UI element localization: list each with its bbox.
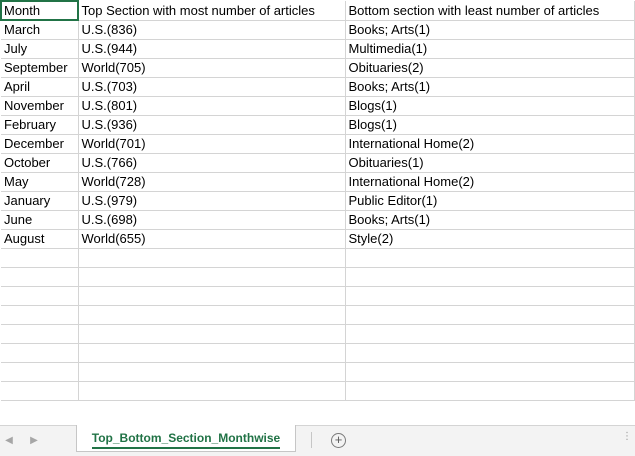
table-row: September World(705) Obituaries(2) — [1, 58, 635, 78]
empty-row — [1, 267, 635, 287]
header-cell-top-section[interactable]: Top Section with most number of articles — [78, 1, 346, 21]
empty-cell[interactable] — [1, 324, 79, 344]
table-row: November U.S.(801) Blogs(1) — [1, 96, 635, 116]
cell-month[interactable]: October — [1, 153, 79, 173]
cell-month[interactable]: July — [1, 39, 79, 59]
cell-top-section[interactable]: World(705) — [78, 58, 346, 78]
empty-cell[interactable] — [345, 362, 635, 382]
empty-cell[interactable] — [1, 248, 79, 268]
empty-cell[interactable] — [78, 267, 346, 287]
empty-cell[interactable] — [345, 286, 635, 306]
cell-top-section[interactable]: U.S.(766) — [78, 153, 346, 173]
cell-month[interactable]: December — [1, 134, 79, 154]
cell-month[interactable]: November — [1, 96, 79, 116]
cell-top-section[interactable]: U.S.(944) — [78, 39, 346, 59]
sheet-tab-label: Top_Bottom_Section_Monthwise — [91, 431, 281, 449]
table-row: April U.S.(703) Books; Arts(1) — [1, 77, 635, 97]
header-cell-month[interactable]: Month — [0, 0, 79, 21]
cell-bottom-section[interactable]: Multimedia(1) — [345, 39, 635, 59]
empty-cell[interactable] — [345, 305, 635, 325]
header-cell-bottom-section[interactable]: Bottom section with least number of arti… — [345, 1, 635, 21]
empty-cell[interactable] — [78, 324, 346, 344]
empty-cell[interactable] — [345, 248, 635, 268]
empty-cell[interactable] — [78, 305, 346, 325]
table-row: December World(701) International Home(2) — [1, 134, 635, 154]
scroll-tabs-left-icon[interactable]: ◀ — [5, 435, 13, 446]
cell-top-section[interactable]: U.S.(936) — [78, 115, 346, 135]
table-row: July U.S.(944) Multimedia(1) — [1, 39, 635, 59]
cell-top-section[interactable]: U.S.(698) — [78, 210, 346, 230]
sheet-tab-bar: ◀ ▶ Top_Bottom_Section_Monthwise + ⋮ — [0, 425, 635, 456]
cell-bottom-section[interactable]: Books; Arts(1) — [345, 20, 635, 40]
table-row: March U.S.(836) Books; Arts(1) — [1, 20, 635, 40]
empty-cell[interactable] — [345, 267, 635, 287]
cell-month[interactable]: March — [1, 20, 79, 40]
cell-top-section[interactable]: World(701) — [78, 134, 346, 154]
table-row: January U.S.(979) Public Editor(1) — [1, 191, 635, 211]
cell-month[interactable]: May — [1, 172, 79, 192]
empty-row — [1, 286, 635, 306]
cell-bottom-section[interactable]: Style(2) — [345, 229, 635, 249]
empty-cell[interactable] — [1, 381, 79, 401]
cell-top-section[interactable]: World(728) — [78, 172, 346, 192]
header-row: Month Top Section with most number of ar… — [0, 0, 635, 21]
table-row: June U.S.(698) Books; Arts(1) — [1, 210, 635, 230]
empty-cell[interactable] — [1, 267, 79, 287]
cell-bottom-section[interactable]: Obituaries(1) — [345, 153, 635, 173]
empty-row — [1, 305, 635, 325]
cell-month[interactable]: February — [1, 115, 79, 135]
sheet-tab-active[interactable]: Top_Bottom_Section_Monthwise — [76, 425, 296, 452]
cell-bottom-section[interactable]: Obituaries(2) — [345, 58, 635, 78]
cell-month[interactable]: January — [1, 191, 79, 211]
cell-top-section[interactable]: U.S.(979) — [78, 191, 346, 211]
cell-bottom-section[interactable]: International Home(2) — [345, 172, 635, 192]
empty-row — [1, 381, 635, 401]
more-options-icon[interactable]: ⋮ — [622, 431, 632, 442]
cell-bottom-section[interactable]: International Home(2) — [345, 134, 635, 154]
cell-month[interactable]: June — [1, 210, 79, 230]
cell-bottom-section[interactable]: Blogs(1) — [345, 96, 635, 116]
empty-cell[interactable] — [1, 286, 79, 306]
cell-month[interactable]: April — [1, 77, 79, 97]
cell-bottom-section[interactable]: Blogs(1) — [345, 115, 635, 135]
empty-row — [1, 248, 635, 268]
add-sheet-icon[interactable]: + — [331, 433, 346, 448]
empty-cell[interactable] — [78, 343, 346, 363]
table-row: August World(655) Style(2) — [1, 229, 635, 249]
scroll-tabs-right-icon[interactable]: ▶ — [30, 435, 38, 446]
empty-cell[interactable] — [1, 362, 79, 382]
empty-cell[interactable] — [345, 343, 635, 363]
cell-top-section[interactable]: World(655) — [78, 229, 346, 249]
spreadsheet-grid: Month Top Section with most number of ar… — [0, 0, 635, 401]
empty-cell[interactable] — [345, 381, 635, 401]
table-row: October U.S.(766) Obituaries(1) — [1, 153, 635, 173]
empty-cell[interactable] — [78, 381, 346, 401]
empty-row — [1, 362, 635, 382]
empty-cell[interactable] — [1, 305, 79, 325]
cell-bottom-section[interactable]: Books; Arts(1) — [345, 210, 635, 230]
cell-month[interactable]: September — [1, 58, 79, 78]
cell-bottom-section[interactable]: Books; Arts(1) — [345, 77, 635, 97]
tab-divider — [311, 432, 312, 448]
cell-top-section[interactable]: U.S.(703) — [78, 77, 346, 97]
empty-row — [1, 343, 635, 363]
table-row: May World(728) International Home(2) — [1, 172, 635, 192]
cell-top-section[interactable]: U.S.(801) — [78, 96, 346, 116]
spreadsheet-grid-area: Month Top Section with most number of ar… — [0, 0, 635, 401]
empty-cell[interactable] — [78, 362, 346, 382]
cell-bottom-section[interactable]: Public Editor(1) — [345, 191, 635, 211]
empty-cell[interactable] — [345, 324, 635, 344]
cell-month[interactable]: August — [1, 229, 79, 249]
empty-cell[interactable] — [1, 343, 79, 363]
empty-row — [1, 324, 635, 344]
empty-cell[interactable] — [78, 286, 346, 306]
cell-top-section[interactable]: U.S.(836) — [78, 20, 346, 40]
empty-cell[interactable] — [78, 248, 346, 268]
table-row: February U.S.(936) Blogs(1) — [1, 115, 635, 135]
